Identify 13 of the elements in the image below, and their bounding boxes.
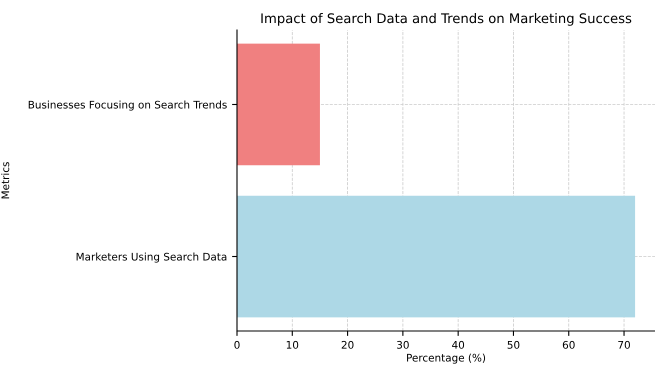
- x-axis-title: Percentage (%): [407, 354, 486, 364]
- x-tick-label: 30: [397, 340, 409, 349]
- y-tick-label: Marketers Using Search Data: [76, 252, 226, 263]
- x-tick-label: 20: [342, 340, 354, 349]
- y-axis-title: Metrics: [1, 162, 10, 198]
- x-tick-label: 0: [234, 340, 240, 349]
- chart-title: Impact of Search Data and Trends on Marketing Success: [261, 13, 632, 26]
- x-tick-label: 60: [562, 340, 575, 349]
- y-tick-label: Businesses Focusing on Search Trends: [28, 100, 227, 111]
- x-tick-label: 10: [286, 340, 298, 349]
- x-tick-label: 50: [508, 340, 520, 349]
- x-tick-label: 40: [452, 340, 464, 349]
- x-tick-label: 70: [618, 340, 630, 349]
